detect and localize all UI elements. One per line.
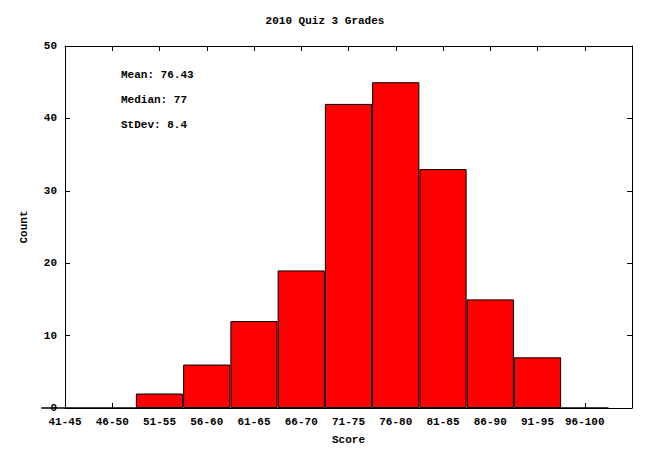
svg-text:Mean: 76.43: Mean: 76.43 <box>121 69 194 81</box>
svg-text:40: 40 <box>44 112 57 124</box>
svg-text:81-85: 81-85 <box>426 416 459 428</box>
svg-text:51-55: 51-55 <box>143 416 176 428</box>
svg-text:10: 10 <box>44 330 57 342</box>
svg-text:Median: 77: Median: 77 <box>121 94 187 106</box>
svg-text:StDev: 8.4: StDev: 8.4 <box>121 119 187 131</box>
svg-text:96-100: 96-100 <box>565 416 605 428</box>
svg-text:71-75: 71-75 <box>332 416 365 428</box>
svg-text:46-50: 46-50 <box>96 416 129 428</box>
svg-text:91-95: 91-95 <box>521 416 554 428</box>
svg-text:61-65: 61-65 <box>237 416 270 428</box>
svg-text:56-60: 56-60 <box>190 416 223 428</box>
svg-text:30: 30 <box>44 185 57 197</box>
svg-text:50: 50 <box>44 40 57 52</box>
svg-text:Count: Count <box>18 210 30 243</box>
svg-text:76-80: 76-80 <box>379 416 412 428</box>
svg-text:66-70: 66-70 <box>285 416 318 428</box>
svg-text:20: 20 <box>44 257 57 269</box>
svg-text:41-45: 41-45 <box>48 416 81 428</box>
svg-text:86-90: 86-90 <box>474 416 507 428</box>
svg-text:2010 Quiz 3 Grades: 2010 Quiz 3 Grades <box>266 15 385 27</box>
svg-text:Score: Score <box>332 434 365 446</box>
svg-text:0: 0 <box>50 402 57 414</box>
